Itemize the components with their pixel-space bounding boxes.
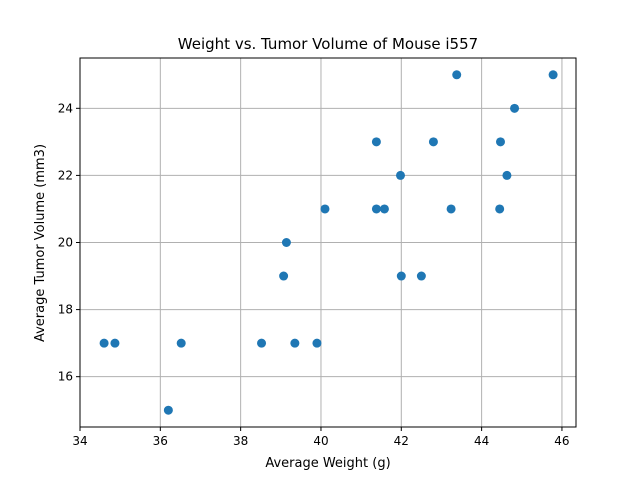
y-tick-label: 22 [58, 168, 73, 182]
data-point [495, 137, 505, 147]
data-point [371, 204, 381, 214]
data-points [99, 70, 558, 415]
data-point [163, 405, 173, 415]
y-tick-label: 24 [58, 101, 73, 115]
data-point [320, 204, 330, 214]
data-point [176, 338, 186, 348]
x-tick-label: 38 [233, 434, 248, 448]
chart-title: Weight vs. Tumor Volume of Mouse i557 [178, 35, 478, 53]
data-point [371, 137, 381, 147]
x-tick-label: 44 [474, 434, 489, 448]
data-point [396, 271, 406, 281]
x-tick-label: 42 [394, 434, 409, 448]
data-point [257, 338, 267, 348]
grid-lines [79, 58, 576, 427]
data-point [110, 338, 120, 348]
data-point [290, 338, 300, 348]
x-tick-label: 40 [313, 434, 328, 448]
x-tick-label: 34 [72, 434, 87, 448]
data-point [379, 204, 389, 214]
data-point [548, 70, 558, 80]
x-axis-label: Average Weight (g) [265, 456, 390, 471]
data-point [312, 338, 322, 348]
y-tick-label: 16 [58, 370, 73, 384]
data-point [428, 137, 438, 147]
data-point [510, 103, 520, 113]
data-point [452, 70, 462, 80]
data-point [502, 170, 512, 180]
data-point [281, 238, 291, 247]
data-point [279, 271, 289, 281]
data-point [99, 338, 109, 348]
data-point [395, 170, 405, 180]
data-point [446, 204, 456, 214]
x-tick-label: 46 [554, 434, 569, 448]
data-point [416, 271, 426, 281]
axis-ticks: 34 36 38 40 42 44 46 16 18 20 22 24 [58, 101, 570, 448]
y-tick-label: 20 [58, 236, 73, 250]
data-point [495, 204, 505, 214]
y-tick-label: 18 [58, 303, 73, 317]
y-axis-label: Average Tumor Volume (mm3) [33, 144, 48, 342]
x-tick-label: 36 [153, 434, 168, 448]
